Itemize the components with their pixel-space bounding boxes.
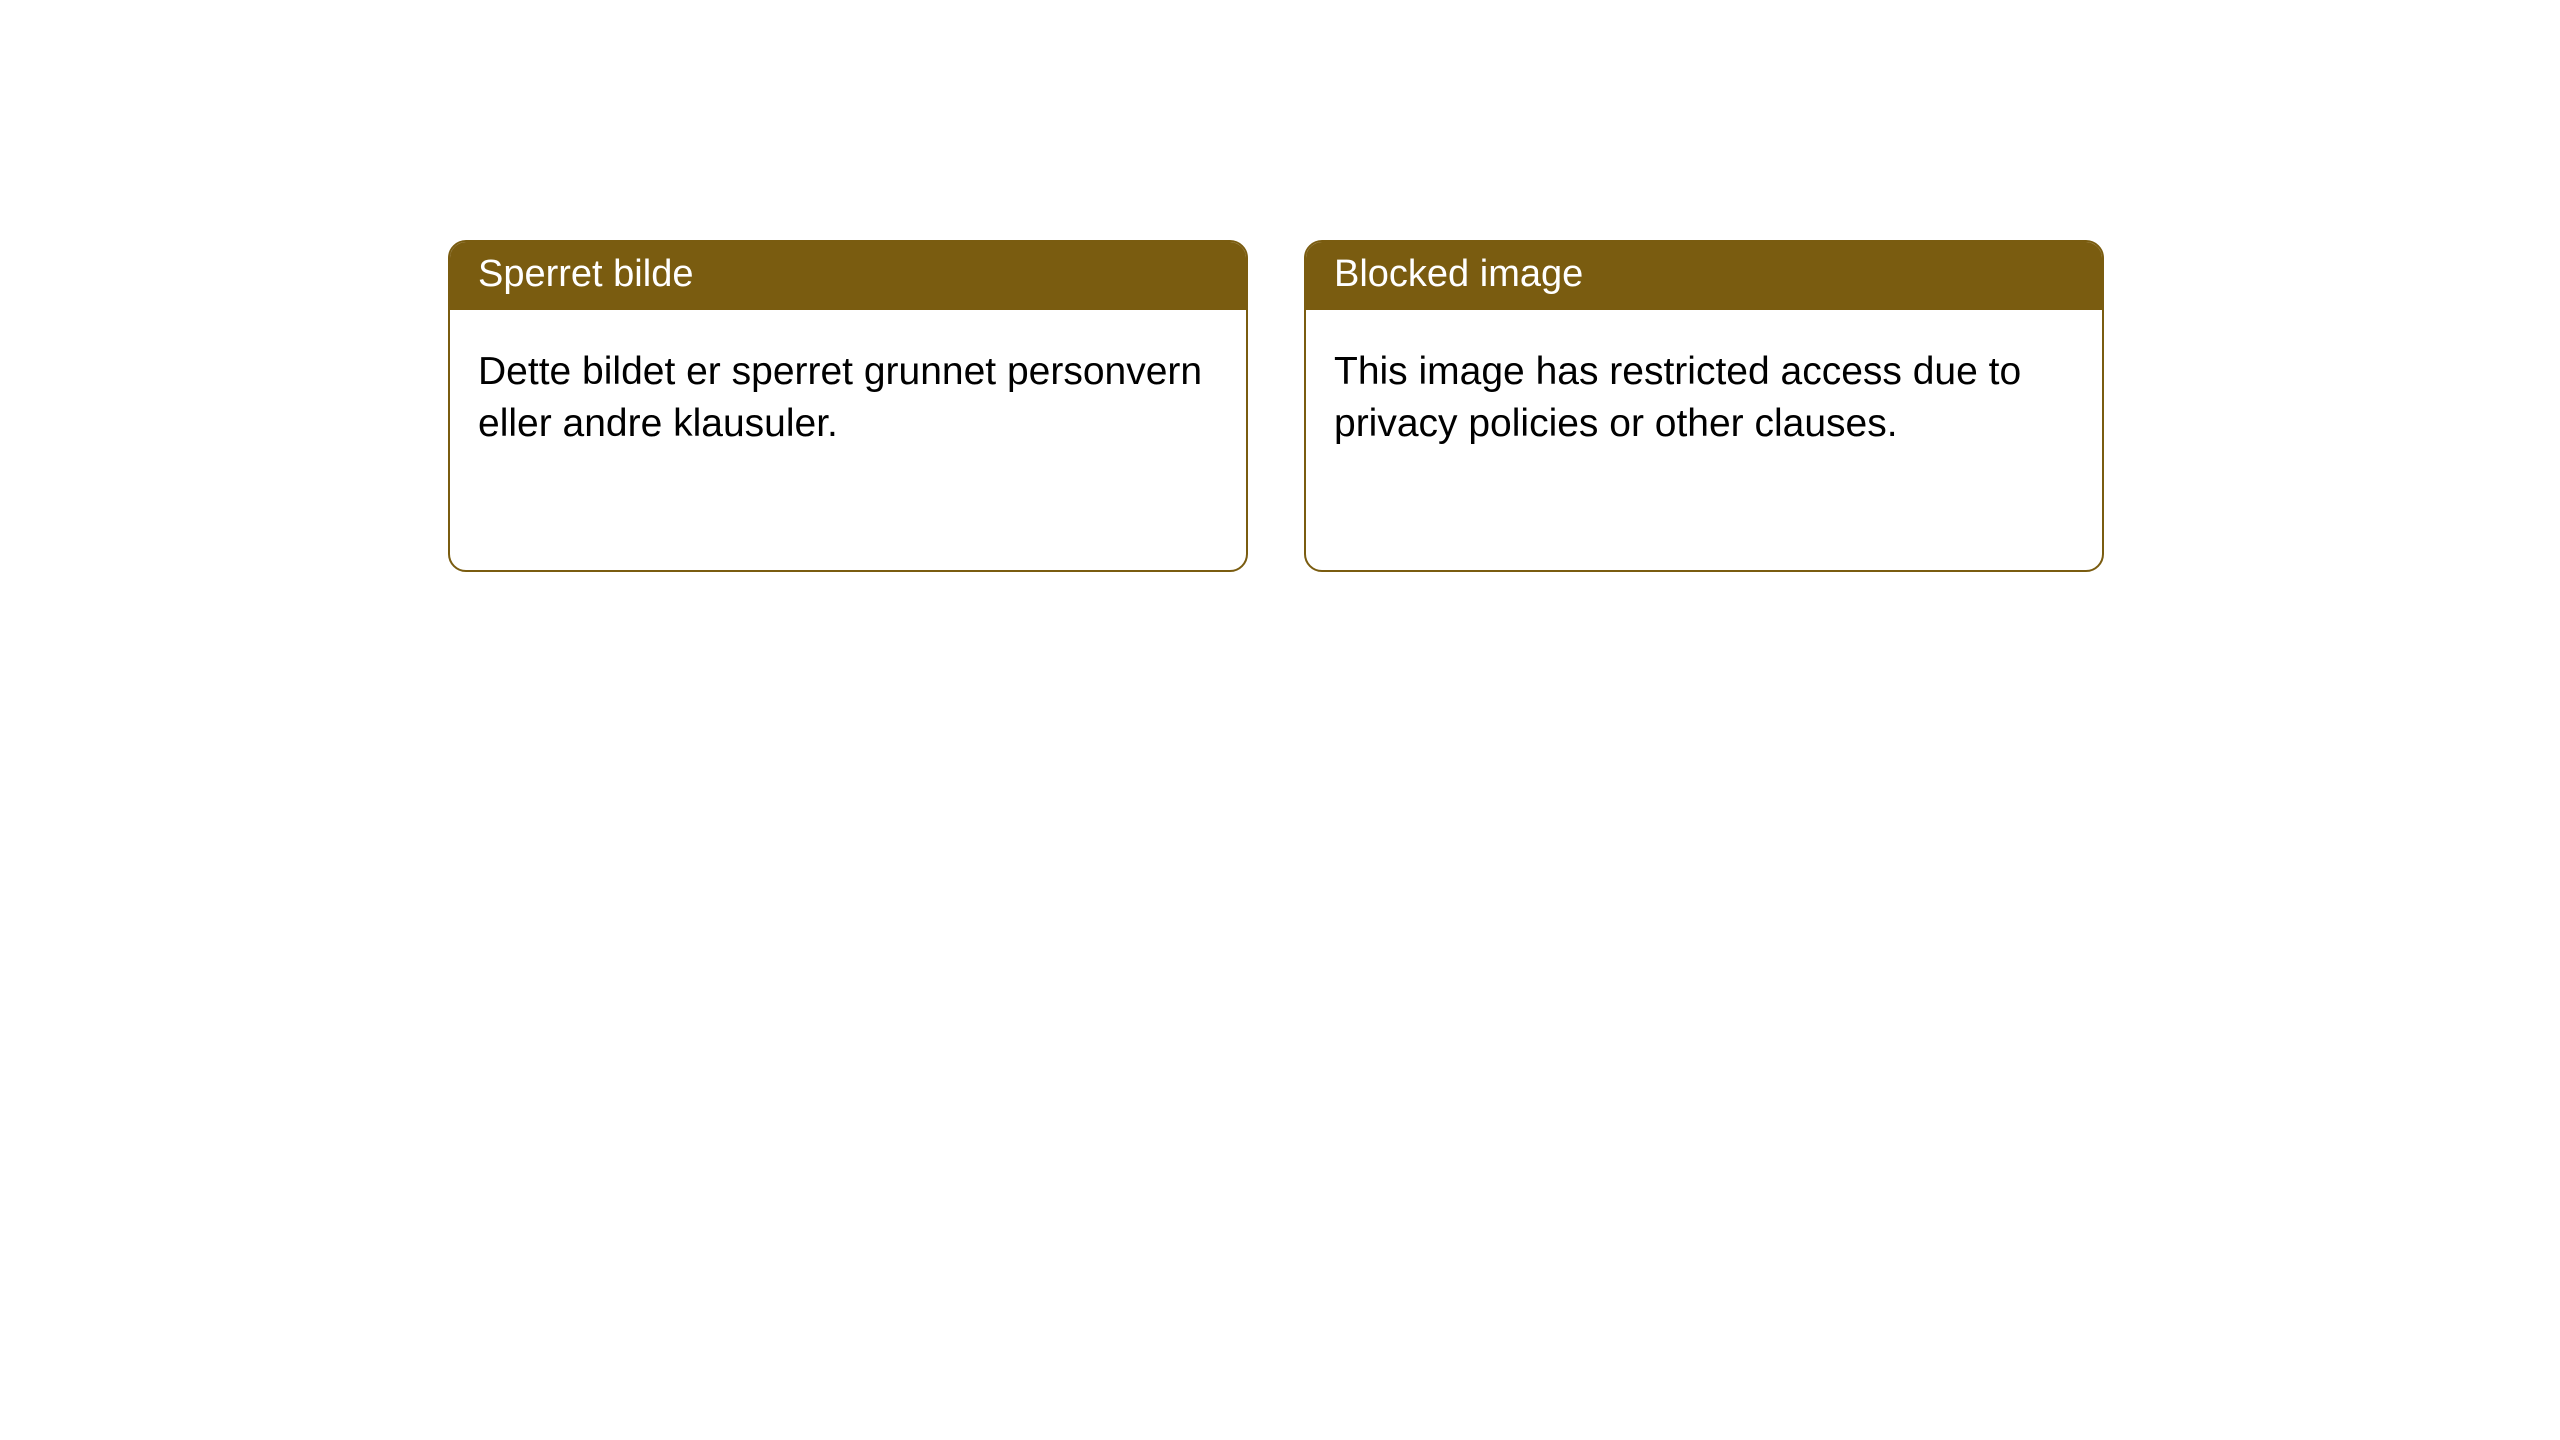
notice-header: Blocked image xyxy=(1306,242,2102,310)
notice-body: This image has restricted access due to … xyxy=(1306,310,2102,479)
notice-message: This image has restricted access due to … xyxy=(1334,350,2021,446)
notice-card-english: Blocked image This image has restricted … xyxy=(1304,240,2104,572)
notice-body: Dette bildet er sperret grunnet personve… xyxy=(450,310,1246,479)
notice-message: Dette bildet er sperret grunnet personve… xyxy=(478,350,1202,446)
notice-card-norwegian: Sperret bilde Dette bildet er sperret gr… xyxy=(448,240,1248,572)
notice-header: Sperret bilde xyxy=(450,242,1246,310)
notice-container: Sperret bilde Dette bildet er sperret gr… xyxy=(448,240,2104,572)
notice-title: Blocked image xyxy=(1334,253,1583,295)
notice-title: Sperret bilde xyxy=(478,253,693,295)
